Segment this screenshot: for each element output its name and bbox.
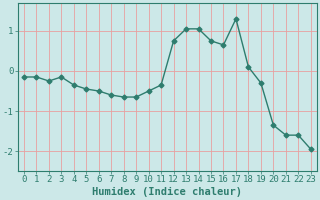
X-axis label: Humidex (Indice chaleur): Humidex (Indice chaleur) [92, 187, 242, 197]
